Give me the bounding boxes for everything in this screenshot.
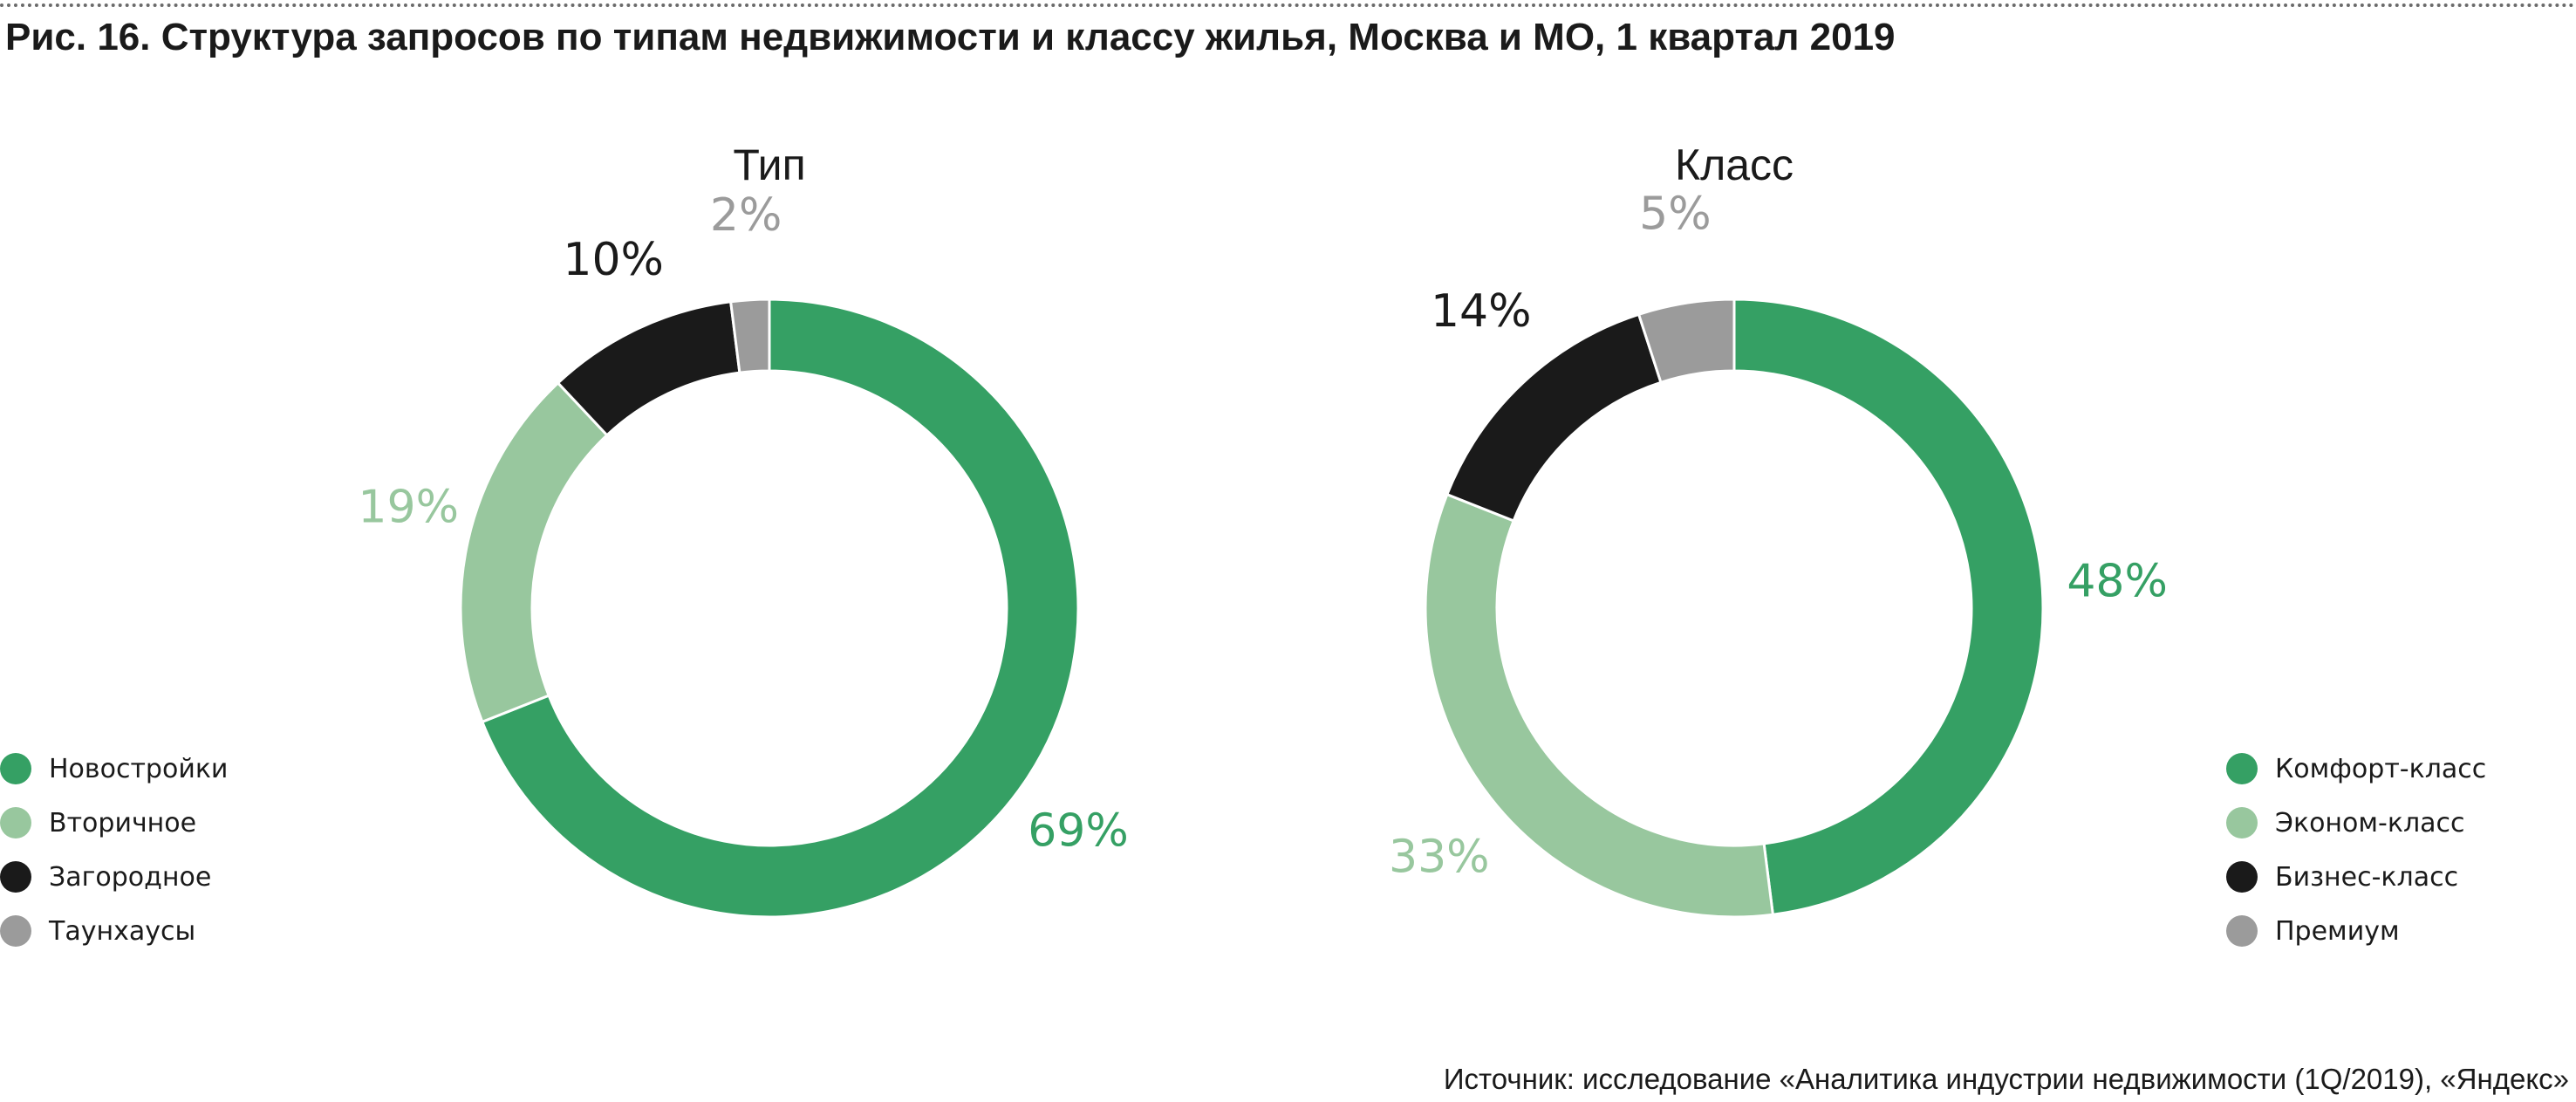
legend-item: Комфорт-класс <box>2226 742 2486 796</box>
legend-item: Эконом-класс <box>2226 796 2486 850</box>
legend-item: Вторичное <box>0 796 228 850</box>
data-label-0-3: 2% <box>710 189 782 242</box>
data-label-0-1: 19% <box>358 482 459 534</box>
legend-swatch <box>0 753 31 784</box>
data-label-1-3: 5% <box>1639 188 1712 240</box>
legend-swatch <box>0 915 31 947</box>
legend-swatch <box>2226 807 2258 838</box>
legend-label: Новостройки <box>49 753 229 784</box>
donut-slice-1-1 <box>1424 492 1775 919</box>
data-label-0-0: 69% <box>1028 805 1129 858</box>
data-label-1-1: 33% <box>1389 831 1490 883</box>
chart-title-0: Тип <box>733 140 805 189</box>
figure-title: Рис. 16. Структура запросов по типам нед… <box>5 16 1896 58</box>
legend-label: Комфорт-класс <box>2275 753 2487 784</box>
legend-type: Новостройки Вторичное Загородное Таунхаусы <box>0 742 228 958</box>
legend-item: Премиум <box>2226 904 2486 958</box>
legend-swatch <box>2226 753 2258 784</box>
data-label-1-0: 48% <box>2067 555 2168 607</box>
legend-swatch <box>2226 915 2258 947</box>
legend-item: Новостройки <box>0 742 228 796</box>
chart-title-1: Класс <box>1675 140 1794 189</box>
legend-item: Бизнес-класс <box>2226 850 2486 904</box>
legend-item: Таунхаусы <box>0 904 228 958</box>
donut-slice-0-3 <box>728 298 771 374</box>
legend-item: Загородное <box>0 850 228 904</box>
legend-swatch <box>0 807 31 838</box>
legend-class: Комфорт-класс Эконом-класс Бизнес-класс Пре… <box>2226 742 2486 958</box>
donut-slice-1-0 <box>1732 298 2045 916</box>
legend-swatch <box>0 861 31 893</box>
donut-slice-0-1 <box>459 380 609 724</box>
legend-label: Бизнес-класс <box>2275 861 2459 893</box>
legend-label: Таунхаусы <box>49 915 196 947</box>
legend-label: Вторичное <box>49 807 197 838</box>
legend-label: Загородное <box>49 861 212 893</box>
source-note: Источник: исследование «Аналитика индуст… <box>1443 1063 2569 1095</box>
legend-label: Эконом-класс <box>2275 807 2465 838</box>
donut-slice-1-3 <box>1636 298 1736 385</box>
top-dotted-rule <box>0 3 2576 7</box>
donut-slice-1-2 <box>1445 312 1663 523</box>
legend-label: Премиум <box>2275 915 2400 947</box>
legend-swatch <box>2226 861 2258 893</box>
data-label-1-2: 14% <box>1431 285 1532 338</box>
data-label-0-2: 10% <box>563 234 664 286</box>
donut-slice-0-0 <box>480 298 1080 919</box>
